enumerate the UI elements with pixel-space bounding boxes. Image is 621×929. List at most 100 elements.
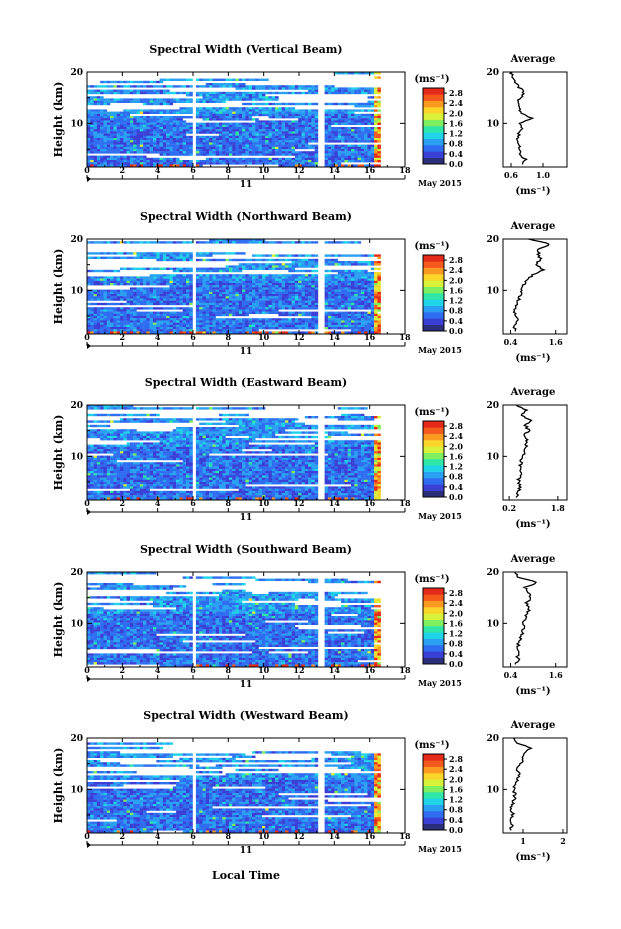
heatmap-cell — [281, 307, 286, 310]
heatmap-cell — [90, 309, 94, 312]
heatmap-cell — [96, 124, 101, 128]
heatmap-cell — [186, 127, 190, 130]
heatmap-cell — [291, 133, 296, 136]
heatmap-cell — [285, 157, 289, 161]
heatmap-cell — [304, 87, 309, 90]
heatmap-cell — [354, 131, 358, 134]
heatmap-cell — [222, 313, 226, 317]
heatmap-cell — [162, 313, 167, 317]
heatmap-cell — [162, 276, 167, 279]
heatmap-cell — [344, 127, 348, 130]
heatmap-cell — [219, 294, 223, 297]
heatmap-cell — [347, 285, 352, 288]
heatmap-cell — [265, 302, 269, 306]
heatmap-cell — [308, 122, 312, 125]
heatmap-cell — [123, 142, 127, 145]
heatmap-cell — [298, 261, 302, 264]
heatmap-cell — [162, 256, 167, 259]
heatmap-cell — [186, 283, 190, 286]
heatmap-cell — [176, 289, 180, 292]
heatmap-cell — [228, 311, 233, 314]
heatmap-cell — [344, 153, 348, 156]
heatmap-cell — [110, 318, 114, 321]
heatmap-cell — [202, 122, 206, 125]
heatmap-cell — [100, 256, 104, 259]
heatmap-cell — [162, 120, 167, 123]
heatmap-cell — [374, 105, 378, 108]
heatmap-cell — [195, 274, 200, 277]
heatmap-cell — [153, 298, 157, 301]
heatmap-cell — [136, 241, 140, 244]
heatmap-cell — [344, 305, 348, 308]
heatmap-cell — [219, 122, 223, 125]
heatmap-cell — [377, 87, 381, 90]
heatmap-cell — [139, 252, 144, 255]
heatmap-cell — [222, 318, 226, 321]
heatmap-cell — [360, 305, 365, 308]
heatmap-cell — [265, 276, 269, 279]
heatmap-cell — [245, 274, 249, 277]
heatmap-cell — [347, 157, 352, 161]
heatmap-cell — [248, 298, 253, 301]
heatmap-cell — [228, 116, 233, 119]
heatmap-cell — [374, 155, 378, 158]
heatmap-cell — [374, 300, 378, 303]
heatmap-cell — [219, 162, 223, 165]
heatmap-cell — [301, 85, 305, 88]
heatmap-cell — [367, 138, 371, 141]
heatmap-cell — [252, 129, 256, 132]
heatmap-cell — [166, 127, 170, 130]
heatmap-cell — [228, 83, 233, 86]
heatmap-cell — [129, 291, 134, 295]
heatmap-cell — [278, 300, 282, 303]
heatmap-cell — [294, 261, 299, 264]
heatmap-cell — [324, 133, 329, 136]
heatmap-cell — [301, 146, 305, 150]
heatmap-cell — [212, 316, 216, 319]
heatmap-cell — [360, 311, 365, 314]
heatmap-cell — [314, 116, 319, 119]
heatmap-cell — [298, 157, 302, 161]
heatmap-cell — [337, 116, 342, 119]
heatmap-cell — [100, 100, 104, 103]
heatmap-cell — [222, 307, 226, 310]
heatmap-cell — [278, 157, 282, 161]
heatmap-cell — [116, 135, 121, 139]
heatmap-cell — [146, 149, 150, 152]
heatmap-cell — [265, 140, 269, 143]
heatmap-cell — [153, 91, 157, 95]
heatmap-cell — [367, 296, 371, 299]
heatmap-cell — [288, 287, 292, 290]
heatmap-cell — [219, 267, 223, 270]
heatmap-cell — [281, 278, 286, 281]
heatmap-cell — [258, 298, 263, 301]
heatmap-cell — [219, 151, 223, 154]
heatmap-cell — [106, 122, 111, 125]
heatmap-cell — [261, 274, 266, 277]
colorbar-tick-label: 2.4 — [449, 98, 463, 108]
heatmap-cell — [100, 309, 104, 312]
heatmap-cell — [327, 111, 332, 114]
heatmap-cell — [219, 118, 223, 121]
heatmap-cell — [113, 311, 117, 314]
heatmap-cell — [354, 280, 358, 284]
heatmap-cell — [327, 133, 332, 136]
heatmap-cell — [238, 289, 243, 292]
heatmap-cell — [93, 278, 98, 281]
heatmap-cell — [225, 278, 230, 281]
heatmap-cell — [126, 133, 131, 136]
heatmap-cell — [291, 162, 296, 165]
heatmap-cell — [288, 146, 292, 150]
heatmap-cell — [126, 294, 131, 297]
heatmap-cell — [275, 305, 279, 308]
heatmap-cell — [304, 162, 309, 165]
heatmap-cell — [162, 320, 167, 323]
heatmap-cell — [288, 274, 292, 277]
heatmap-cell — [149, 80, 154, 84]
heatmap-cell — [103, 140, 107, 143]
heatmap-cell — [367, 113, 371, 117]
heatmap-cell — [255, 289, 259, 292]
heatmap-cell — [364, 287, 368, 290]
heatmap-cell — [351, 164, 355, 167]
heatmap-cell — [314, 289, 319, 292]
